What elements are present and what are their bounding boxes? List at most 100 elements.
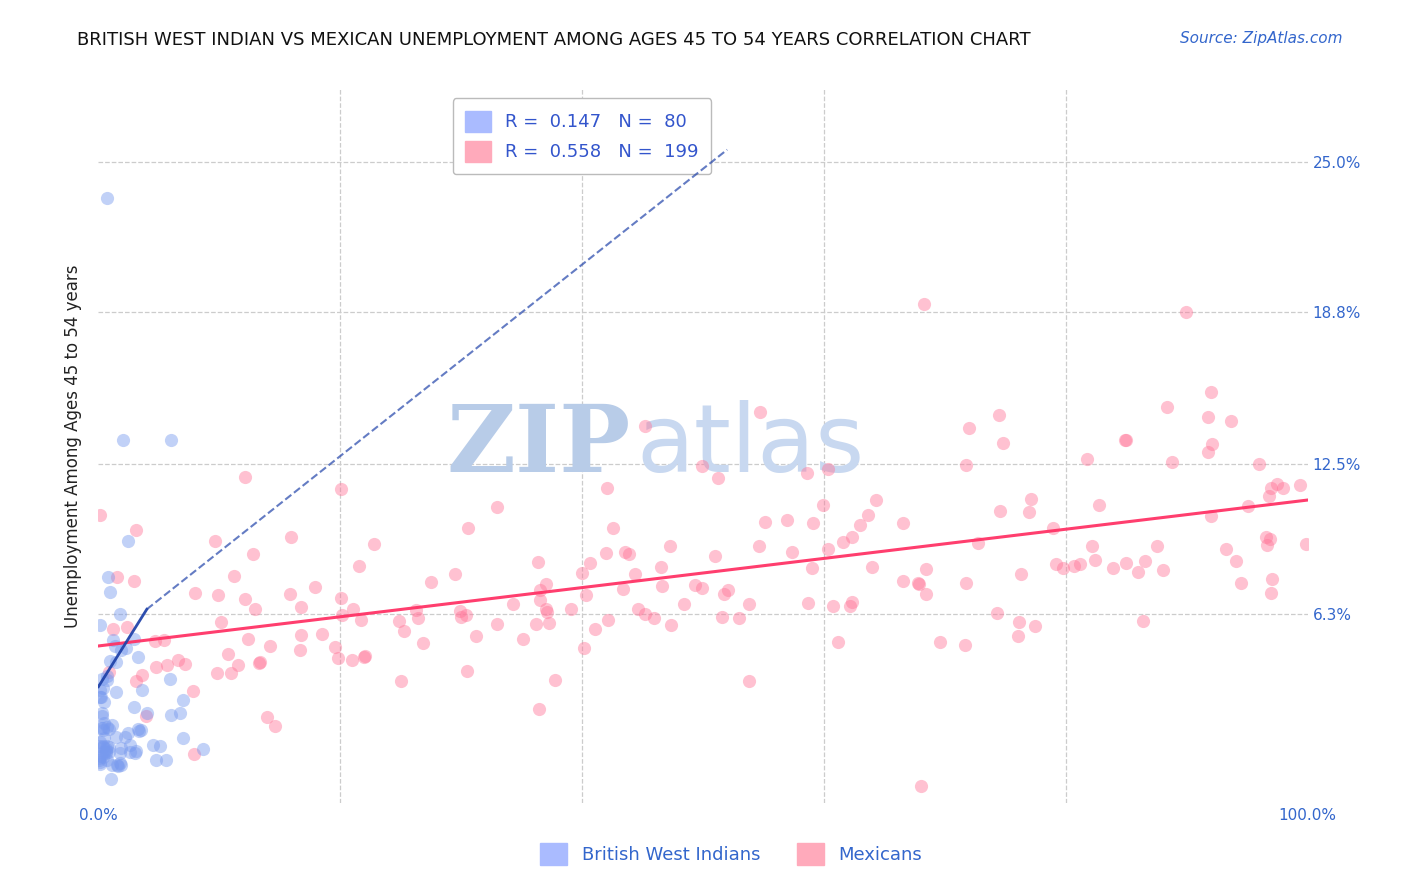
Point [1219, 414, 1241, 428]
Point [524, 617, 547, 632]
Point [172, 731, 194, 745]
Point [841, 530, 863, 544]
Point [1254, 530, 1277, 544]
Legend: British West Indians, Mexicans: British West Indians, Mexicans [533, 836, 929, 872]
Point [91, 681, 114, 695]
Point [578, 556, 600, 570]
Point [707, 470, 730, 484]
Point [544, 673, 567, 687]
Point [953, 638, 976, 652]
Point [1114, 434, 1136, 448]
Point [672, 597, 695, 611]
Point [502, 597, 524, 611]
Point [120, 738, 142, 752]
Point [156, 657, 179, 672]
Text: BRITISH WEST INDIAN VS MEXICAN UNEMPLOYMENT AMONG AGES 45 TO 54 YEARS CORRELATIO: BRITISH WEST INDIAN VS MEXICAN UNEMPLOYM… [77, 31, 1031, 49]
Point [988, 504, 1011, 518]
Point [311, 627, 333, 641]
Point [98, 745, 121, 759]
Point [1024, 619, 1046, 633]
Point [449, 605, 471, 619]
Point [110, 643, 132, 657]
Point [90, 748, 112, 763]
Point [131, 668, 153, 682]
Point [986, 606, 1008, 620]
Point [1215, 541, 1237, 556]
Point [841, 594, 863, 608]
Point [131, 683, 153, 698]
Point [915, 562, 938, 576]
Point [617, 547, 640, 561]
Point [98, 740, 121, 755]
Point [91, 709, 114, 723]
Point [98, 722, 121, 736]
Point [1115, 556, 1137, 570]
Point [149, 739, 172, 753]
Point [105, 570, 128, 584]
Point [1156, 401, 1178, 415]
Point [242, 547, 264, 561]
Point [129, 723, 152, 737]
Point [865, 492, 887, 507]
Point [172, 693, 194, 707]
Point [658, 539, 681, 553]
Point [1128, 565, 1150, 579]
Point [329, 591, 352, 605]
Point [93, 695, 115, 709]
Point [1261, 572, 1284, 586]
Point [817, 461, 839, 475]
Point [96, 673, 118, 687]
Point [278, 587, 301, 601]
Point [1230, 575, 1253, 590]
Point [710, 609, 733, 624]
Point [1199, 508, 1222, 523]
Point [91, 706, 114, 720]
Point [1018, 505, 1040, 519]
Point [169, 706, 191, 720]
Point [955, 575, 977, 590]
Point [107, 759, 129, 773]
Point [354, 649, 377, 664]
Point [464, 629, 486, 643]
Point [1052, 561, 1074, 575]
Point [342, 602, 364, 616]
Point [101, 718, 124, 732]
Point [627, 602, 650, 616]
Point [110, 607, 132, 622]
Point [110, 756, 132, 770]
Point [1201, 436, 1223, 450]
Point [1265, 476, 1288, 491]
Point [91, 739, 114, 753]
Point [89, 683, 111, 698]
Point [104, 639, 127, 653]
Point [596, 613, 619, 627]
Point [1237, 499, 1260, 513]
Point [122, 632, 145, 647]
Point [748, 539, 770, 553]
Point [690, 582, 713, 596]
Point [217, 648, 239, 662]
Point [117, 725, 139, 739]
Point [1019, 492, 1042, 507]
Point [1115, 433, 1137, 447]
Point [328, 650, 350, 665]
Point [290, 642, 312, 657]
Point [1042, 521, 1064, 535]
Point [955, 458, 977, 472]
Point [127, 723, 149, 737]
Point [98, 654, 121, 668]
Point [775, 513, 797, 527]
Point [145, 660, 167, 674]
Point [827, 635, 849, 649]
Point [363, 537, 385, 551]
Point [1088, 498, 1111, 512]
Point [122, 574, 145, 588]
Point [456, 664, 478, 678]
Point [259, 639, 281, 653]
Point [405, 602, 427, 616]
Point [1084, 552, 1107, 566]
Point [1045, 557, 1067, 571]
Point [290, 627, 312, 641]
Point [797, 596, 820, 610]
Point [486, 616, 509, 631]
